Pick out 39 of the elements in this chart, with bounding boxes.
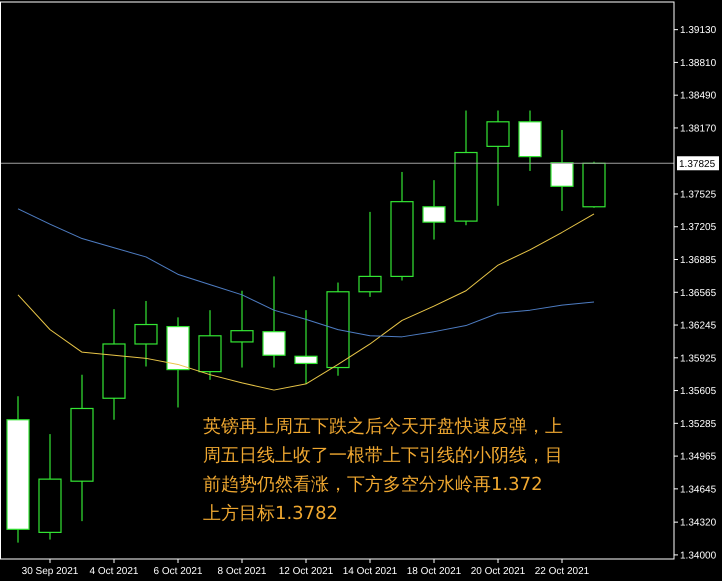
y-tick-label: 1.38810 — [680, 58, 717, 69]
y-tick-label: 1.34965 — [680, 452, 717, 463]
y-tick-label: 1.36885 — [680, 255, 717, 266]
y-tick-label: 1.35605 — [680, 386, 717, 398]
x-tick-label: 30 Sep 2021 — [22, 566, 79, 577]
y-tick-label: 1.38490 — [680, 90, 717, 102]
candlestick — [230, 290, 254, 368]
candlestick — [134, 300, 158, 368]
y-tick-label: 1.36565 — [680, 288, 717, 299]
x-tick-label: 6 Oct 2021 — [154, 566, 203, 577]
annotation: 前趋势仍然看涨，下方多空分水岭再1.372 — [203, 474, 543, 495]
y-tick-label: 1.36245 — [680, 320, 717, 332]
y-tick-label: 1.35285 — [680, 418, 717, 430]
candlestick — [358, 211, 382, 298]
ref-line-label: 1.37825 — [679, 158, 716, 170]
candlestick — [294, 310, 318, 385]
y-tick-label: 1.34320 — [680, 518, 717, 529]
candlestick — [262, 276, 286, 368]
y-tick-label: 1.34000 — [680, 550, 717, 562]
y-tick-label: 1.38170 — [680, 123, 717, 134]
line-series — [18, 208, 594, 338]
x-tick-label: 8 Oct 2021 — [218, 566, 267, 577]
x-tick-label: 4 Oct 2021 — [90, 566, 139, 577]
annotation: 上方目标1.3782 — [203, 503, 338, 524]
line-series — [18, 213, 594, 391]
y-tick-label: 1.35925 — [680, 353, 717, 364]
y-tick-label: 1.37205 — [680, 222, 717, 234]
x-tick-label: 14 Oct 2021 — [342, 566, 398, 577]
candlestick — [422, 180, 446, 240]
annotation: 周五日线上收了一根带上下引线的小阴线，目 — [203, 445, 563, 466]
x-tick-label: 12 Oct 2021 — [278, 566, 334, 577]
y-tick-label: 1.39130 — [680, 25, 717, 36]
x-tick-label: 18 Oct 2021 — [406, 566, 462, 577]
y-tick-label: 1.37525 — [680, 189, 717, 200]
y-tick-label: 1.34645 — [680, 484, 717, 496]
x-tick-label: 20 Oct 2021 — [470, 566, 526, 577]
x-tick-label: 22 Oct 2021 — [534, 566, 590, 577]
annotation: 英镑再上周五下跌之后今天开盘快速反弹，上 — [203, 416, 563, 437]
candlestick — [550, 129, 574, 212]
